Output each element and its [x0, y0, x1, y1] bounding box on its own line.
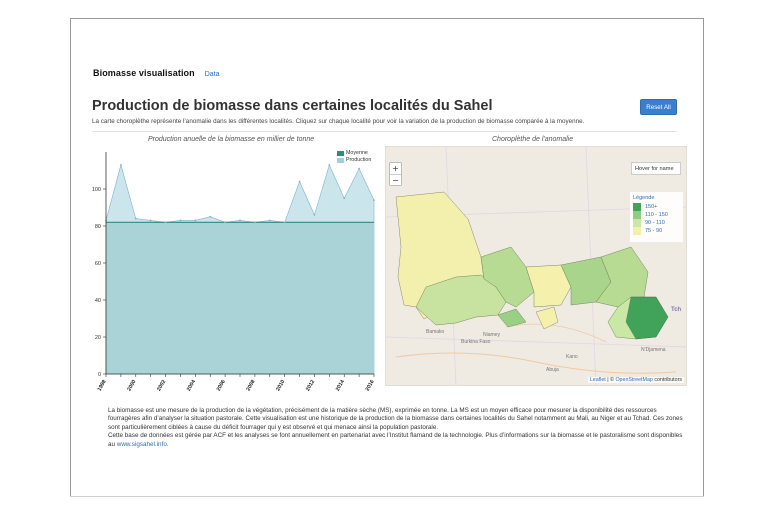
map-legend-swatch	[633, 219, 641, 227]
production-point	[268, 219, 271, 222]
x-tick-label: 2004	[186, 379, 197, 392]
legend-label-production: Production	[346, 157, 372, 163]
production-point	[179, 219, 182, 222]
production-point	[253, 221, 256, 224]
map-legend-item: 110 - 150	[633, 211, 680, 219]
map-title: Choroplèthe de l'anomalie	[492, 136, 574, 143]
x-tick-label: 2014	[335, 379, 346, 392]
region-niger-west	[480, 246, 535, 308]
header-divider	[92, 131, 677, 132]
hover-info-box: Hover for name	[631, 162, 681, 175]
map-label-niamey: Niamey	[483, 332, 500, 338]
production-point	[164, 221, 167, 224]
chart-legend: Moyenne Production	[337, 150, 371, 164]
map-legend-label: 150+	[645, 204, 658, 210]
production-point	[149, 219, 152, 222]
attribution-separator: | ©	[605, 377, 616, 383]
x-tick-label: 2016	[365, 379, 376, 392]
navbar: Biomasse visualisation Data	[93, 68, 220, 78]
map-label-ndjamena: N'Djamena	[641, 347, 666, 353]
brand-title[interactable]: Biomasse visualisation	[93, 68, 195, 78]
data-link[interactable]: Data	[204, 71, 220, 78]
moyenne-area	[106, 222, 374, 374]
production-point	[328, 164, 331, 166]
y-tick-label: 100	[92, 187, 101, 193]
description-paragraph-2: Cette base de données est gérée par ACF …	[108, 432, 688, 449]
production-point	[134, 217, 137, 220]
production-point	[224, 221, 227, 224]
y-tick-label: 80	[95, 224, 101, 230]
map-legend-item: 90 - 110	[633, 219, 680, 227]
map-label-abuja: Abuja	[546, 367, 559, 373]
biomass-chart[interactable]: 0 20 40 60 80 100 1998 2000 2002 2004 2006 2008 2010…	[84, 144, 384, 394]
map-legend-title: Légende	[633, 195, 655, 201]
frame-bottom-edge	[70, 496, 704, 497]
map-legend: Légende 150+ 110 - 150 90 - 110 75 - 90	[630, 192, 683, 242]
legend-swatch-moyenne	[337, 150, 344, 156]
region-yellow-patch	[535, 306, 559, 330]
map-legend-swatch	[633, 211, 641, 219]
region-green-small	[497, 308, 527, 328]
chart-svg: 0 20 40 60 80 100 1998 2000 2002 2004 2006 2008 2010…	[92, 152, 376, 392]
osm-link[interactable]: OpenStreetMap	[615, 377, 653, 383]
x-tick-label: 2012	[305, 379, 316, 392]
chart-title: Production anuelle de la biomasse en mil…	[148, 136, 315, 143]
legend-item-moyenne[interactable]: Moyenne	[337, 150, 371, 156]
production-point	[209, 215, 212, 218]
map-legend-swatch	[633, 203, 641, 211]
x-tick-label: 2008	[246, 379, 257, 392]
map-label-tch: Tch	[671, 307, 682, 313]
production-point	[194, 219, 197, 222]
map-legend-label: 75 - 90	[645, 228, 663, 234]
legend-swatch-production	[337, 157, 344, 163]
reset-all-button[interactable]: Reset All	[640, 99, 677, 115]
production-point	[313, 214, 316, 216]
map-legend-item: 75 - 90	[633, 227, 680, 235]
production-point	[239, 219, 241, 222]
map-legend-item: 150+	[633, 203, 680, 211]
map-label-kano: Kano	[566, 354, 578, 360]
x-tick-label: 2000	[126, 379, 137, 392]
map-legend-label: 110 - 150	[645, 212, 668, 218]
map-label-bamako: Bamako	[426, 329, 445, 335]
description-paragraph-1: La biomasse est une mesure de la product…	[108, 407, 683, 431]
description-end: .	[166, 440, 169, 448]
production-point	[298, 180, 301, 183]
zoom-out-button[interactable]: −	[390, 174, 401, 185]
x-tick-label: 1998	[97, 379, 108, 392]
production-point	[343, 197, 346, 200]
x-tick-label: 2002	[156, 379, 167, 392]
zoom-in-button[interactable]: +	[390, 163, 401, 174]
legend-item-production[interactable]: Production	[337, 157, 371, 163]
y-tick-label: 60	[95, 261, 101, 267]
production-point	[358, 167, 361, 170]
production-point	[119, 164, 122, 166]
y-tick-label: 0	[98, 372, 101, 378]
choropleth-map[interactable]: Burkina Faso Niamey Kano Abuja N'Djamena…	[385, 146, 687, 386]
page-title: Production de biomasse dans certaines lo…	[92, 98, 493, 114]
map-attribution: Leaflet | © OpenStreetMap contributors	[587, 377, 684, 383]
description: La biomasse est une mesure de la product…	[108, 407, 688, 449]
map-label-burkina: Burkina Faso	[461, 339, 491, 345]
zoom-control: + −	[389, 162, 402, 186]
x-tick-label: 2006	[216, 379, 227, 392]
x-tick-label: 2010	[275, 379, 286, 392]
production-point	[283, 221, 286, 224]
legend-label-moyenne: Moyenne	[346, 150, 368, 156]
map-legend-label: 90 - 110	[645, 220, 665, 226]
map-base	[386, 147, 686, 385]
leaflet-link[interactable]: Leaflet	[589, 377, 606, 383]
page-subtitle: La carte choroplèthe représente l’anomal…	[92, 118, 585, 125]
description-text: Cette base de données est gérée par ACF …	[108, 432, 683, 448]
production-point	[373, 199, 375, 201]
y-tick-label: 20	[95, 335, 101, 341]
y-tick-label: 40	[95, 298, 101, 304]
sigsahel-link[interactable]: www.sigsahel.info	[116, 440, 167, 448]
region-chad-south	[607, 296, 637, 340]
map-legend-swatch	[633, 227, 641, 235]
attribution-suffix: contributors	[652, 377, 682, 383]
